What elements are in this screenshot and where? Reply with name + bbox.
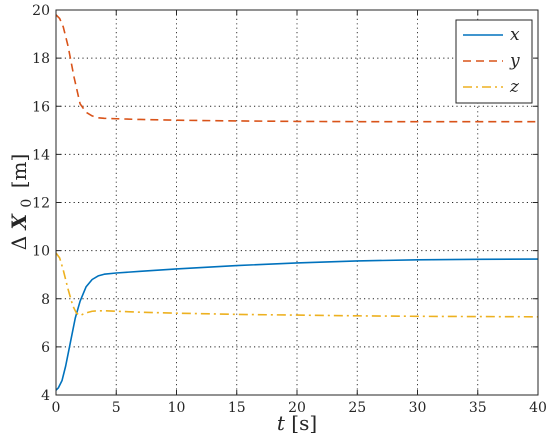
x-tick-label: 0 — [52, 400, 61, 416]
y-tick-label: 10 — [32, 244, 50, 260]
y-tick-label: 12 — [32, 196, 50, 212]
legend-label-x: x — [510, 25, 520, 45]
x-tick-label: 20 — [288, 400, 306, 416]
legend-label-z: z — [509, 77, 520, 97]
x-tick-label: 5 — [112, 400, 121, 416]
axis-ticks: 0 5 10 15 20 25 30 35 40 4 6 8 10 12 14 16 18 20 — [32, 3, 547, 416]
x-axis-unit: [s] — [291, 411, 317, 435]
y-axis-subscript: 0 — [19, 199, 35, 208]
x-axis-symbol: t — [277, 411, 286, 435]
legend-label-y: y — [509, 51, 520, 71]
y-tick-label: 18 — [32, 51, 50, 67]
legend: xyz — [455, 19, 533, 104]
y-axis-symbol: X — [7, 212, 31, 231]
x-tick-label: 35 — [469, 400, 487, 416]
y-tick-label: 8 — [41, 292, 50, 308]
y-tick-label: 6 — [41, 340, 50, 356]
y-axis-unit: [m] — [7, 154, 31, 189]
series-lines — [55, 14, 539, 391]
x-axis-label: t [s] — [277, 411, 317, 435]
x-tick-label: 15 — [228, 400, 246, 416]
series-line-y — [55, 14, 538, 123]
y-axis-label: Δ X 0 [m] — [7, 154, 36, 251]
x-tick-label: 30 — [409, 400, 427, 416]
y-tick-label: 20 — [32, 3, 50, 19]
x-tick-label: 10 — [168, 400, 186, 416]
y-tick-label: 14 — [32, 147, 50, 163]
series-line-z — [55, 252, 539, 318]
series-line-x — [55, 258, 539, 391]
x-tick-label: 25 — [348, 400, 366, 416]
y-tick-label: 16 — [32, 99, 50, 115]
grid-lines — [56, 10, 538, 395]
x-tick-label: 40 — [529, 400, 547, 416]
y-axis-prefix: Δ — [7, 236, 31, 250]
y-tick-label: 4 — [41, 388, 50, 404]
